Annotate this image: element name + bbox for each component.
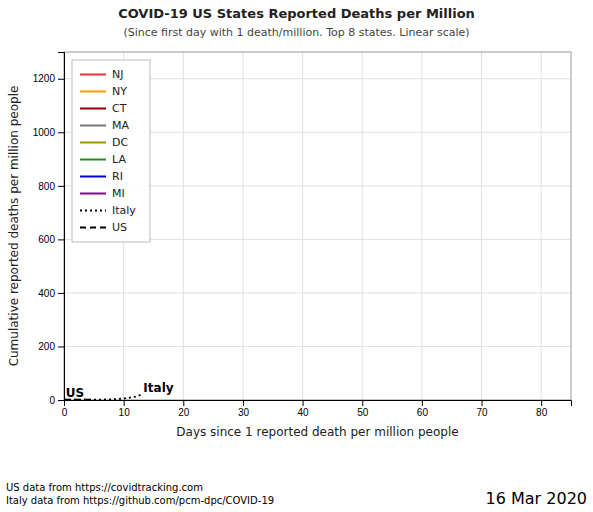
legend-box bbox=[72, 60, 150, 242]
chart: 01020304050607080020040060080010001200US… bbox=[0, 0, 593, 512]
subtitle: (Since first day with 1 death/million. T… bbox=[123, 26, 469, 39]
legend-swatch bbox=[80, 193, 106, 195]
y-axis: 0 200 400 600 800 1000 1200 bbox=[33, 53, 65, 406]
grid-line-x bbox=[541, 52, 542, 400]
legend-label: DC bbox=[112, 136, 128, 149]
x-tick-mark bbox=[422, 400, 423, 406]
x-tick-label: 40 bbox=[298, 407, 310, 418]
legend-label: RI bbox=[112, 170, 123, 183]
grid-line-x bbox=[302, 52, 303, 400]
grid-line-y bbox=[64, 292, 571, 293]
x-tick: 20 bbox=[178, 400, 190, 418]
y-tick-label: 400 bbox=[38, 288, 55, 299]
x-tick: 0 bbox=[62, 400, 68, 418]
legend: NJ NY CT MA DC LA RI MI Italy US bbox=[72, 60, 150, 242]
legend-swatch bbox=[80, 125, 106, 127]
y-tick: 200 bbox=[38, 341, 64, 352]
y-tick: 1000 bbox=[33, 127, 64, 138]
x-axis: 0 10 20 30 40 50 60 70 80 bbox=[62, 400, 572, 418]
y-tick-label: 0 bbox=[49, 395, 55, 406]
legend-label: Italy bbox=[112, 204, 136, 217]
x-tick-mark bbox=[124, 400, 125, 406]
x-tick: 50 bbox=[357, 400, 369, 418]
y-tick-mark bbox=[58, 346, 64, 347]
legend-swatch bbox=[80, 108, 106, 110]
legend-label: NJ bbox=[112, 68, 123, 81]
grid-line-y bbox=[64, 346, 571, 347]
y-axis-title: Cumulative reported deaths per million p… bbox=[7, 86, 21, 367]
x-tick-mark bbox=[541, 400, 542, 406]
grid bbox=[64, 52, 571, 400]
x-tick-mark bbox=[482, 400, 483, 406]
x-tick-mark bbox=[362, 400, 363, 406]
x-tick: 60 bbox=[417, 400, 429, 418]
x-tick: 70 bbox=[476, 400, 488, 418]
y-tick: 400 bbox=[38, 288, 64, 299]
y-tick: 800 bbox=[38, 181, 64, 192]
x-tick: 30 bbox=[238, 400, 250, 418]
x-tick-mark bbox=[303, 400, 304, 406]
legend-label: NY bbox=[112, 85, 127, 98]
x-tick-mark bbox=[183, 400, 184, 406]
annotation: Italy bbox=[143, 381, 173, 395]
x-tick-label: 10 bbox=[119, 407, 131, 418]
y-tick-mark bbox=[58, 400, 64, 401]
legend-swatch bbox=[80, 159, 106, 161]
y-tick-label: 800 bbox=[38, 181, 55, 192]
legend-swatch bbox=[80, 227, 106, 229]
x-axis-line bbox=[65, 401, 572, 407]
legend-label: MI bbox=[112, 187, 125, 200]
legend-swatch bbox=[80, 176, 106, 178]
x-tick-label: 30 bbox=[238, 407, 250, 418]
legend-swatch bbox=[80, 210, 106, 212]
y-tick: 0 bbox=[49, 395, 64, 406]
legend-swatch bbox=[80, 91, 106, 93]
legend-label: LA bbox=[112, 153, 126, 166]
x-tick-label: 70 bbox=[476, 407, 488, 418]
y-tick-mark bbox=[58, 79, 64, 80]
x-tick-mark bbox=[243, 400, 244, 406]
x-tick-label: 80 bbox=[536, 407, 548, 418]
grid-line-x bbox=[242, 52, 243, 400]
legend-label: MA bbox=[112, 119, 129, 132]
plot-frame bbox=[64, 52, 571, 400]
legend-label: CT bbox=[112, 102, 127, 115]
annotation: US bbox=[66, 386, 84, 400]
y-tick-mark bbox=[58, 293, 64, 294]
y-tick-label: 200 bbox=[38, 341, 55, 352]
y-tick-label: 600 bbox=[38, 234, 55, 245]
grid-line-x bbox=[183, 52, 184, 400]
y-tick-label: 1200 bbox=[33, 73, 56, 84]
x-tick-label: 50 bbox=[357, 407, 369, 418]
x-tick-label: 0 bbox=[62, 407, 68, 418]
y-axis-line bbox=[58, 53, 65, 401]
legend-label: US bbox=[112, 221, 127, 234]
date-text: 16 Mar 2020 bbox=[486, 489, 587, 508]
x-tick-label: 20 bbox=[178, 407, 190, 418]
y-tick-mark bbox=[58, 132, 64, 133]
footer-note: Italy data from https://github.com/pcm-d… bbox=[6, 495, 274, 506]
y-tick: 1200 bbox=[33, 73, 64, 84]
y-tick-label: 1000 bbox=[33, 127, 56, 138]
title: COVID-19 US States Reported Deaths per M… bbox=[118, 6, 475, 21]
grid-line-x bbox=[362, 52, 363, 400]
x-tick: 10 bbox=[119, 400, 131, 418]
x-tick-label: 60 bbox=[417, 407, 429, 418]
x-tick: 40 bbox=[298, 400, 310, 418]
y-tick-mark bbox=[58, 186, 64, 187]
legend-swatch bbox=[80, 74, 106, 76]
legend-swatch bbox=[80, 142, 106, 144]
x-tick: 80 bbox=[536, 400, 548, 418]
grid-line-x bbox=[481, 52, 482, 400]
grid-line-x bbox=[421, 52, 422, 400]
x-axis-title: Days since 1 reported death per million … bbox=[176, 425, 458, 439]
y-tick: 600 bbox=[38, 234, 64, 245]
y-tick-mark bbox=[58, 239, 64, 240]
footer-note: US data from https://covidtracking.com bbox=[6, 482, 203, 493]
plot: 01020304050607080020040060080010001200US… bbox=[33, 52, 572, 418]
